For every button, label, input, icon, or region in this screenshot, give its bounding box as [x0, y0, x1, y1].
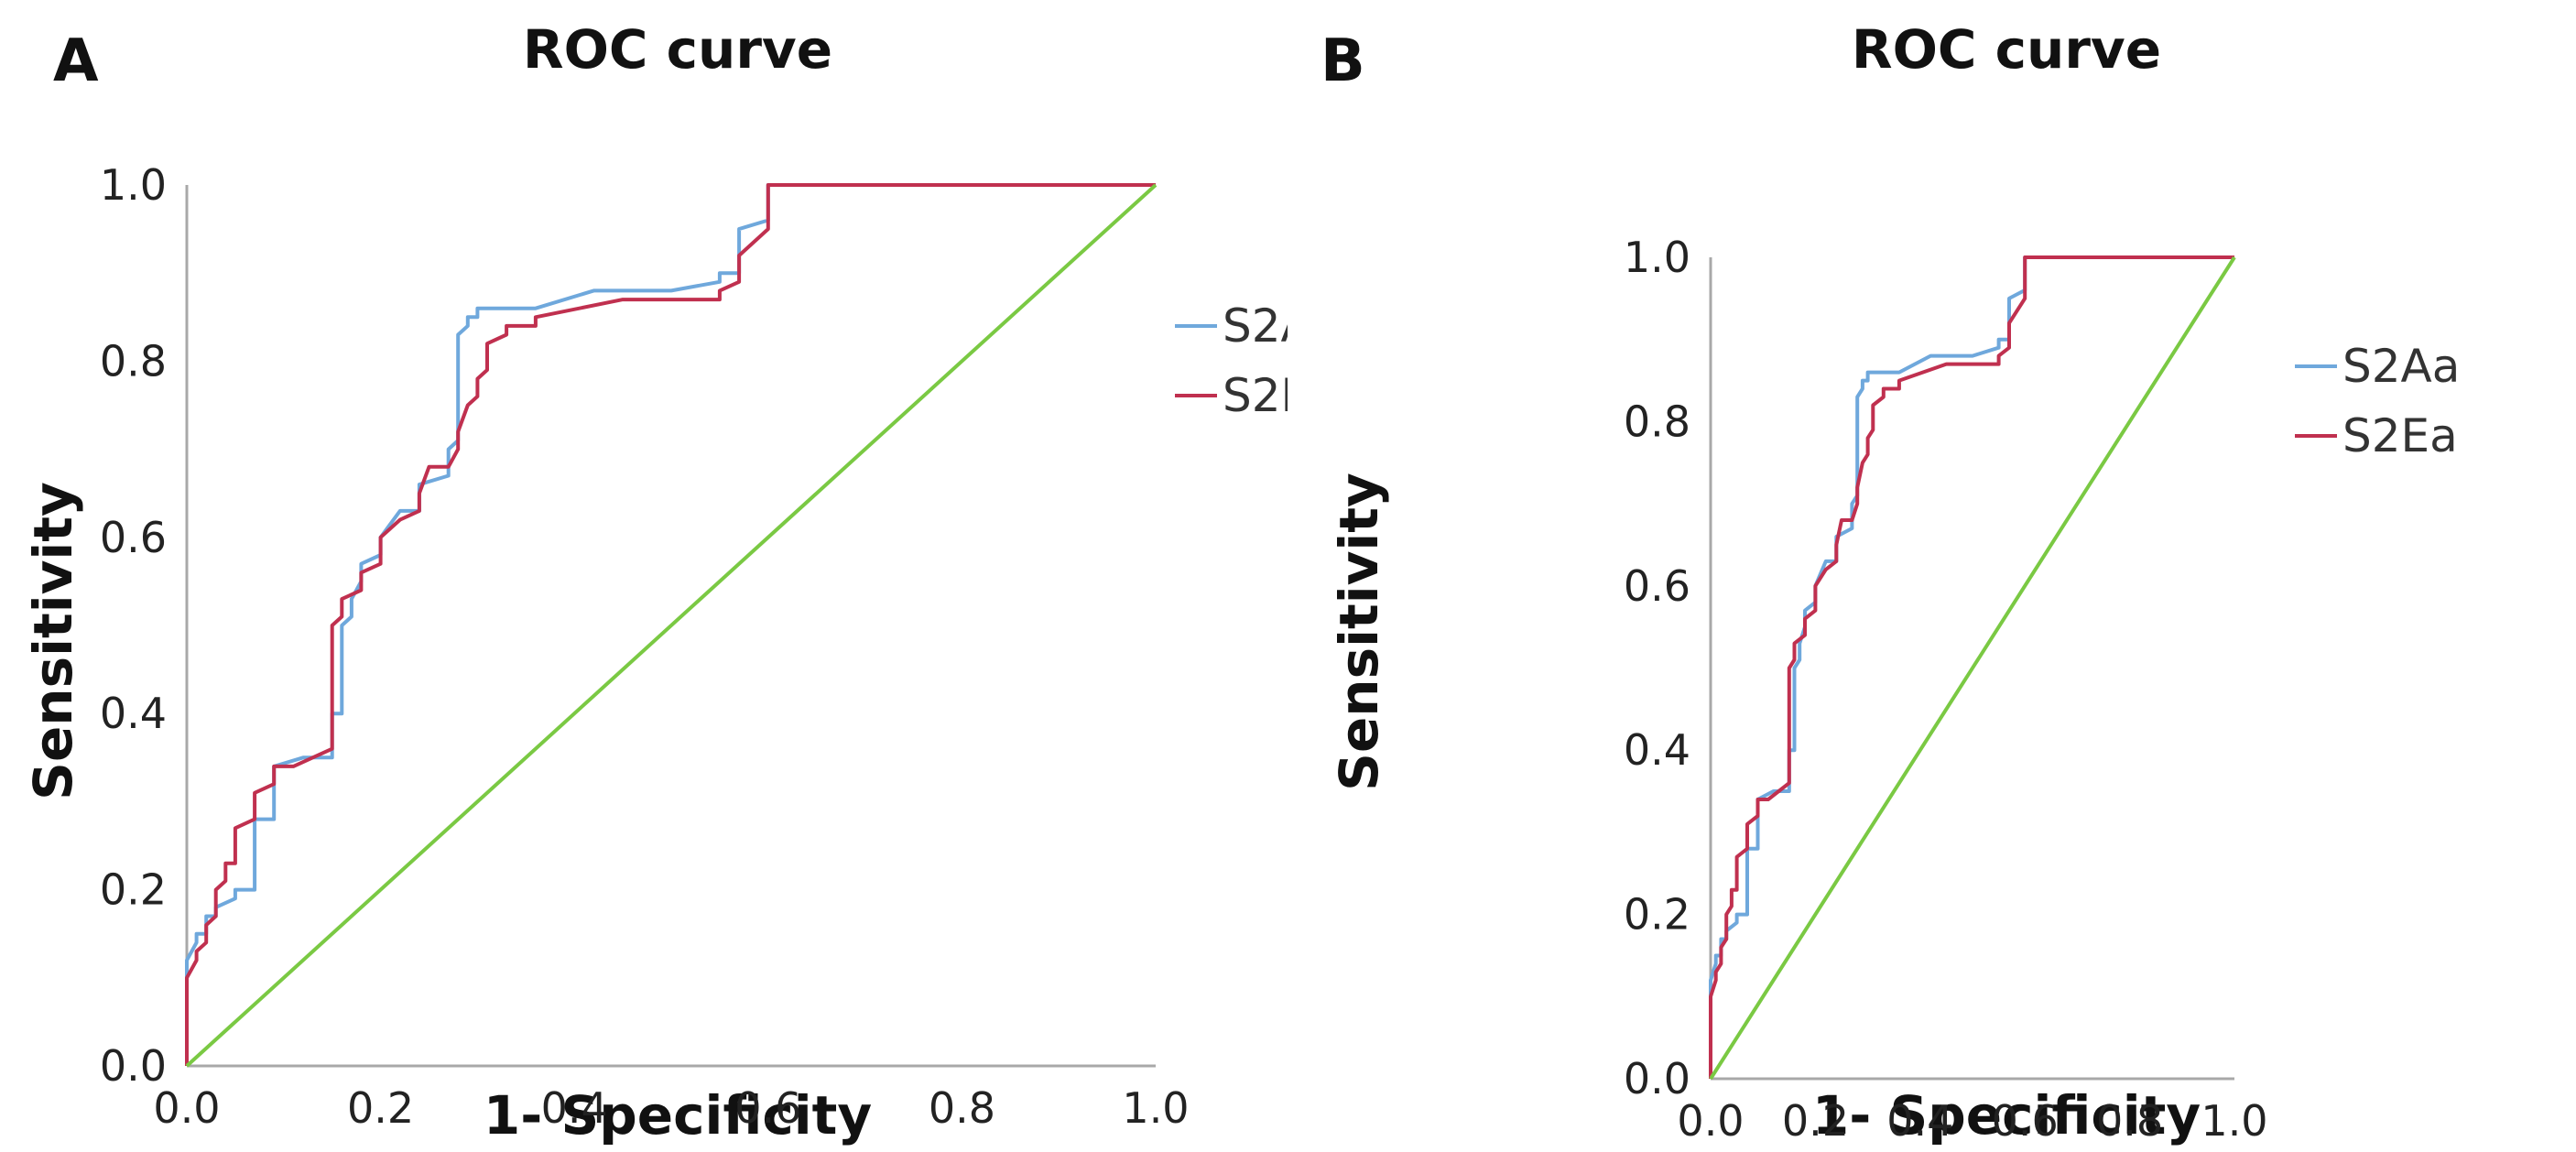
y-tick-label: 0.6	[100, 513, 167, 562]
panel-label: B	[1321, 27, 1365, 95]
legend: S2Aa S2Ea	[1175, 299, 1288, 422]
x-tick-label: 0.2	[347, 1083, 414, 1133]
y-axis-label: Sensitivity	[1328, 473, 1390, 791]
x-tick-label: 0.2	[1782, 1096, 1849, 1146]
y-tick-label: 0.2	[1624, 890, 1690, 940]
x-tick-label: 1.0	[1122, 1083, 1189, 1133]
series-line-reference	[185, 183, 1158, 1068]
x-axis-label: 1- Specificity	[1812, 1084, 2201, 1147]
chart-title: ROC curve	[1852, 18, 2161, 81]
x-tick-label: 0.0	[153, 1083, 220, 1133]
y-tick-label: 0.2	[100, 865, 167, 915]
x-tick-label: 0.6	[734, 1083, 801, 1133]
y-tick-label: 0.4	[1624, 725, 1690, 775]
y-tick-label: 1.0	[100, 160, 167, 210]
series-group	[185, 183, 1158, 1068]
series-line-reference	[1709, 255, 2236, 1081]
y-tick-label: 0.0	[100, 1041, 167, 1091]
x-axis-label: 1- Specificity	[484, 1084, 872, 1147]
x-tick-label: 0.0	[1677, 1096, 1744, 1146]
roc-chart-b: B ROC curve 1- Specificity Sensitivity 0…	[1321, 18, 2460, 1147]
y-tick-label: 1.0	[1624, 233, 1690, 282]
x-tick-label: 0.6	[1992, 1096, 2059, 1146]
y-tick-label: 0.8	[1624, 397, 1690, 446]
y-tick-label: 0.0	[1624, 1054, 1690, 1103]
x-tick-label: 1.0	[2201, 1096, 2267, 1146]
axes	[185, 185, 1156, 1068]
series-line-s2ea	[185, 183, 1156, 1066]
y-tick-label: 0.6	[1624, 561, 1690, 611]
y-axis-label: Sensitivity	[22, 482, 84, 800]
ticks: 0.0 0.2 0.4 0.6 0.8 1.0 0.0 0.2 0.4 0.6 0.8 1.0	[1624, 233, 2268, 1146]
legend: S2Aa S2Ea	[2295, 340, 2460, 462]
series-line-s2ea	[1709, 255, 2234, 1079]
panel-label: A	[53, 27, 99, 95]
y-tick-label: 0.8	[100, 336, 167, 386]
x-tick-label: 0.8	[2096, 1096, 2163, 1146]
legend-label-s2ea: S2Ea	[2342, 409, 2458, 462]
roc-panel-b: B ROC curve 1- Specificity Sensitivity 0…	[1288, 0, 2576, 1152]
y-tick-label: 0.4	[100, 689, 167, 738]
legend-label-s2ea: S2Ea	[1223, 369, 1288, 422]
legend-label-s2aa: S2Aa	[1223, 299, 1288, 353]
series-group	[1709, 255, 2236, 1081]
axes	[1709, 257, 2234, 1081]
x-tick-label: 0.4	[1886, 1096, 1953, 1146]
legend-label-s2aa: S2Aa	[2342, 340, 2460, 393]
roc-panel-a: A ROC curve 1- Specificity Sensitivity 0…	[22, 18, 1288, 1147]
roc-chart-a: A ROC curve 1- Specificity Sensitivity 0…	[22, 18, 1288, 1147]
chart-title: ROC curve	[523, 18, 832, 81]
x-tick-label: 0.8	[929, 1083, 995, 1133]
ticks: 0.0 0.2 0.4 0.6 0.8 1.0 0.0 0.2 0.4 0.6 0.8 1.0	[100, 160, 1190, 1133]
x-tick-label: 0.4	[541, 1083, 608, 1133]
